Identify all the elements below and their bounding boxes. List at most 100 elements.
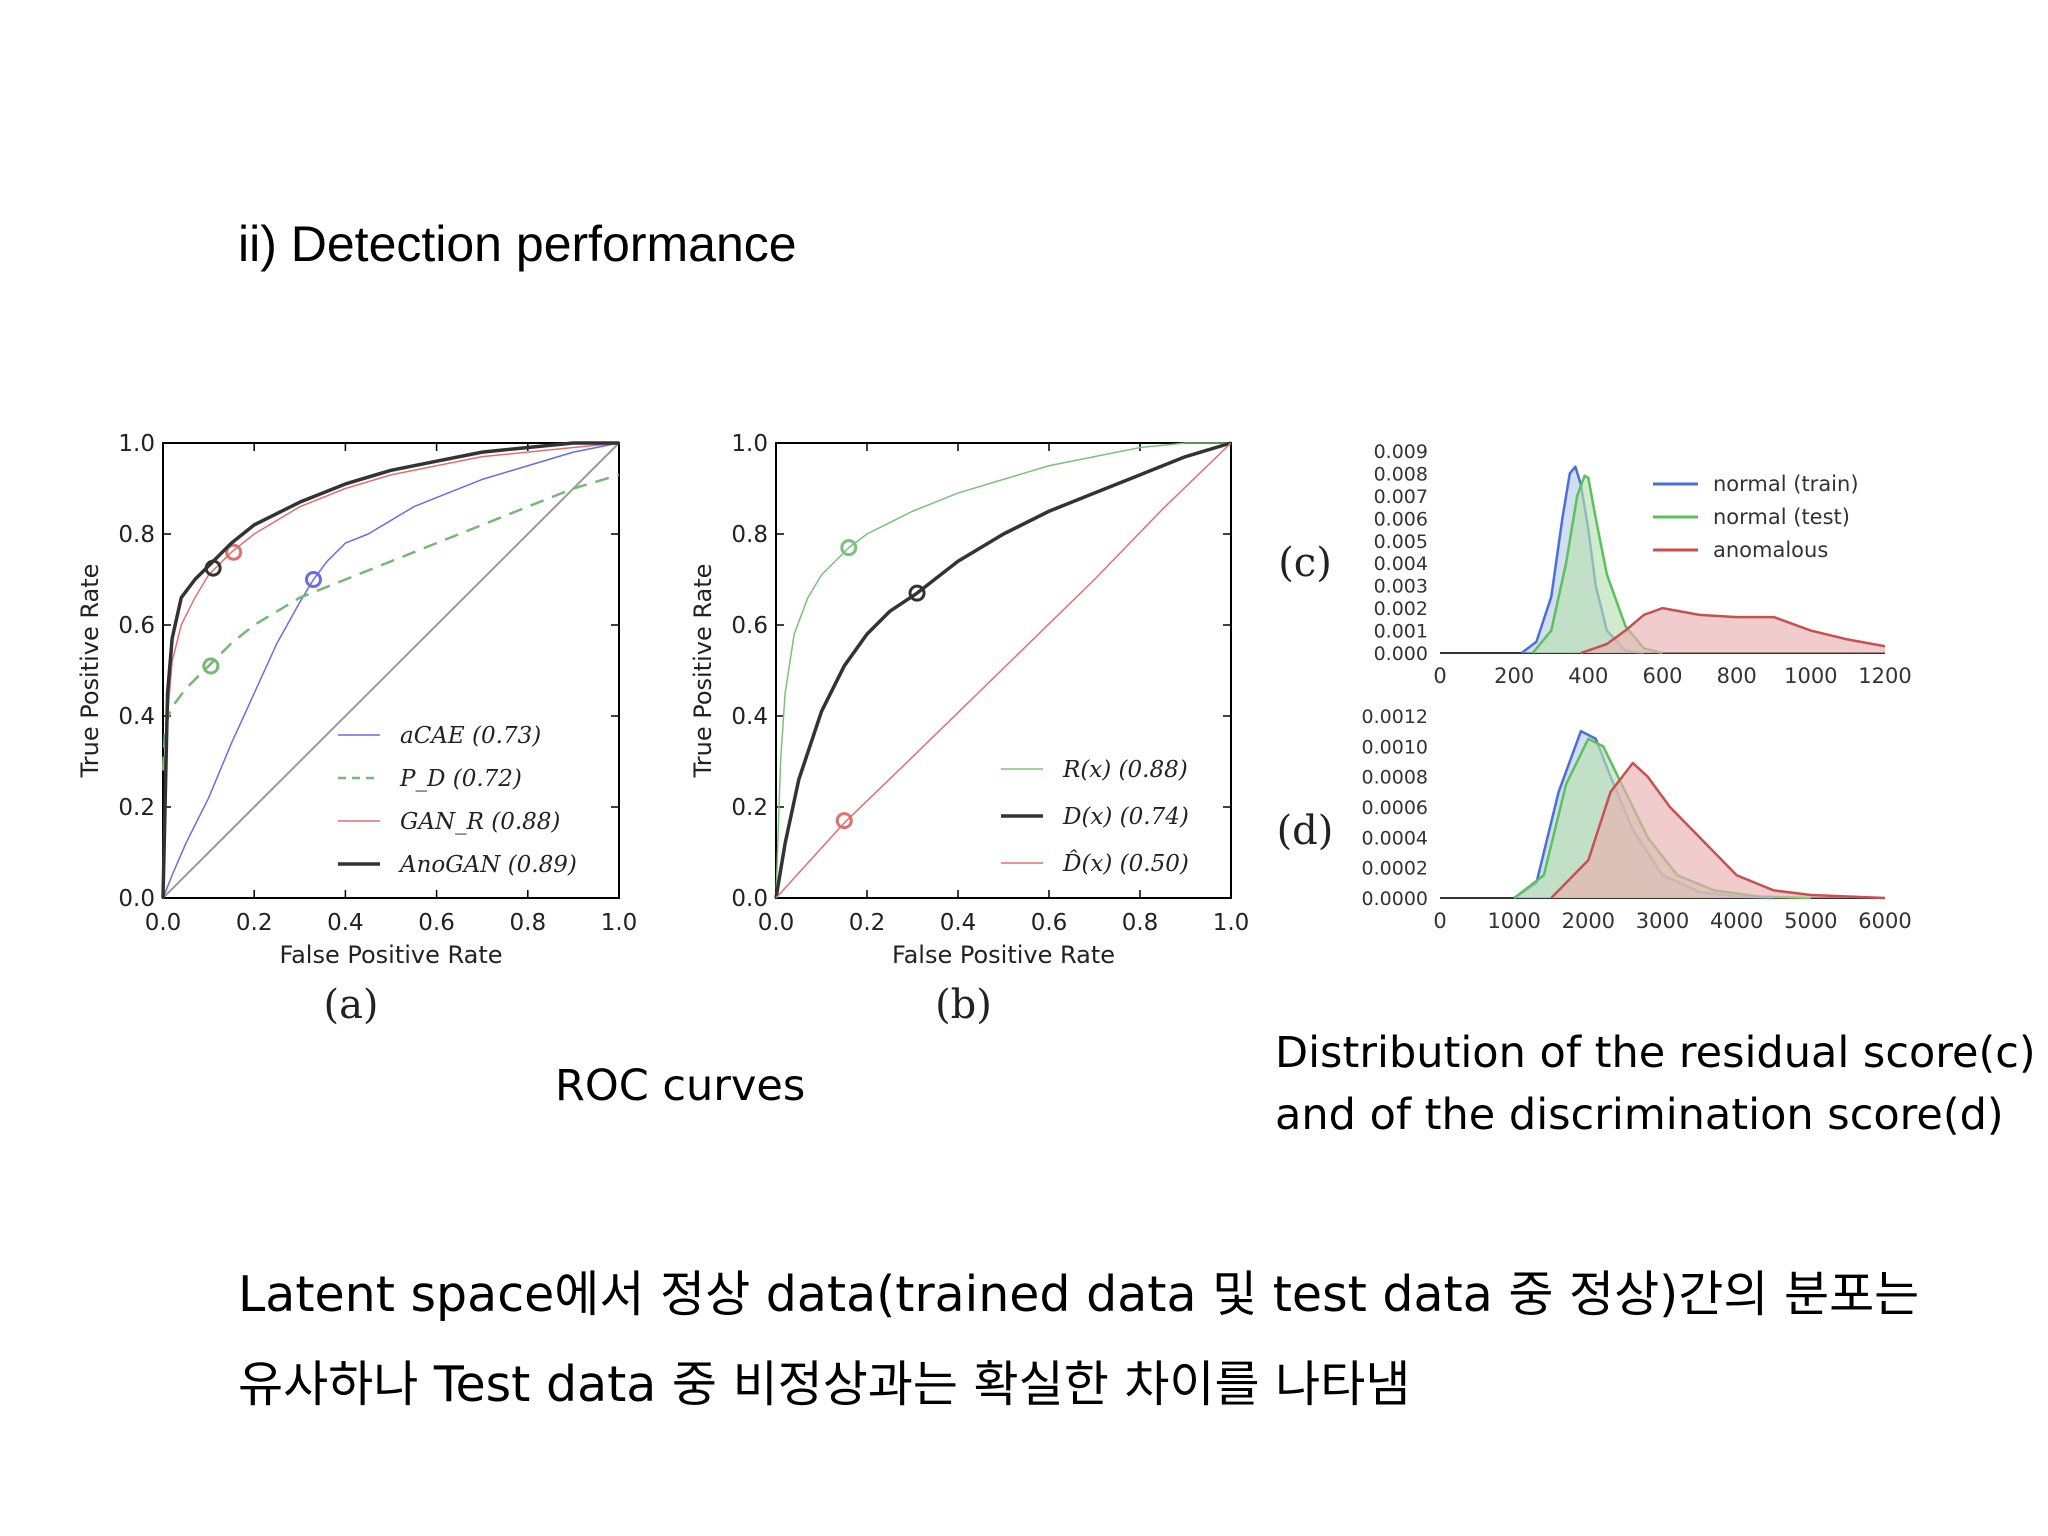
x-tick-label: 5000 — [1784, 909, 1837, 933]
y-tick-label: 0.2 — [731, 795, 768, 821]
y-tick-label: 0.8 — [118, 522, 155, 548]
y-tick-label: 0.4 — [731, 704, 768, 730]
body-line-2: 유사하나 Test data 중 비정상과는 확실한 차이를 나타냄 — [238, 1356, 1411, 1413]
series-line-1 — [774, 441, 1232, 899]
y-tick-label: 0.002 — [1374, 598, 1428, 620]
distribution-panel-c: 0 200 400 600 800 1000 12000.0000.0010.0020.00… — [1278, 441, 1912, 688]
series-line-0 — [775, 442, 1231, 899]
y-axis-label: True Positive Rate — [689, 564, 717, 779]
series-line-1 — [161, 473, 620, 771]
y-tick-label: 0.2 — [118, 795, 155, 821]
y-tick-label: 0.003 — [1374, 576, 1428, 598]
operating-point-marker-0 — [304, 571, 322, 588]
y-tick-label: 0.008 — [1374, 463, 1428, 485]
x-tick-label: 6000 — [1858, 909, 1911, 933]
x-tick-label: 2000 — [1562, 909, 1615, 933]
x-axis-label: False Positive Rate — [892, 941, 1115, 969]
y-tick-label: 0.0 — [118, 886, 155, 912]
y-tick-label: 0.6 — [731, 613, 768, 639]
y-tick-label: 0.0000 — [1362, 888, 1428, 910]
y-tick-label: 0.005 — [1374, 531, 1428, 553]
legend-label-3: AnoGAN (0.89) — [398, 852, 577, 878]
y-tick-label: 0.0 — [731, 886, 768, 912]
distribution-panel-d: 0 1000 2000 3000 4000 5000 6000 0.0000 0.0002 0.0… — [1277, 706, 1912, 933]
operating-point-marker-3 — [204, 559, 222, 577]
x-tick-label: 1200 — [1858, 664, 1911, 688]
series-line-2 — [775, 442, 1232, 899]
body-line-1: Latent space에서 정상 data(trained data 및 te… — [238, 1266, 1920, 1323]
x-tick-label: 400 — [1568, 664, 1608, 688]
legend-label-2: D̂(x) (0.50) — [1062, 851, 1189, 877]
x-tick-label: 1000 — [1487, 909, 1540, 933]
density-line-2 — [1550, 761, 1886, 900]
x-tick-label: 3000 — [1636, 909, 1689, 933]
density-area-2 — [1580, 608, 1885, 653]
y-tick-label: 1.0 — [118, 431, 155, 457]
x-tick-label: 0.2 — [236, 910, 273, 936]
panel-label: (c) — [1278, 540, 1332, 586]
legend-label-1: P_D (0.72) — [399, 766, 522, 792]
legend-label-2: GAN_R (0.88) — [400, 809, 560, 835]
y-tick-label: 0.000 — [1374, 643, 1428, 665]
legend-label-1: D(x) (0.74) — [1062, 804, 1189, 830]
x-tick-label: 0 — [1433, 909, 1446, 933]
y-tick-label: 0.0012 — [1362, 706, 1428, 728]
y-tick-label: 0.0008 — [1362, 767, 1428, 789]
x-tick-label: 1000 — [1784, 664, 1837, 688]
panel-label: (d) — [1277, 808, 1334, 854]
y-axis-label: True Positive Rate — [76, 564, 104, 779]
legend-label-2: anomalous — [1713, 538, 1828, 562]
operating-point-marker-0 — [840, 539, 858, 557]
x-tick-label: 600 — [1642, 664, 1682, 688]
x-tick-label: 1.0 — [601, 910, 638, 936]
x-tick-label: 0.6 — [418, 910, 455, 936]
series-line-2 — [162, 442, 620, 899]
panel-label: (b) — [935, 982, 992, 1028]
x-tick-label: 1.0 — [1213, 910, 1250, 936]
x-tick-label: 0 — [1433, 664, 1446, 688]
density-area-2 — [1551, 763, 1885, 898]
y-tick-label: 0.4 — [118, 704, 155, 730]
operating-point-marker-2 — [225, 543, 243, 561]
y-tick-label: 0.0006 — [1362, 797, 1428, 819]
y-tick-label: 0.004 — [1374, 553, 1428, 575]
distribution-caption-line1: Distribution of the residual score(c) — [1275, 1028, 2036, 1078]
x-tick-label: 4000 — [1710, 909, 1763, 933]
roc-panel-b: 0.0 0.2 0.4 0.6 0.8 1.0 0.0 0.2 0.4 0.6 0.8 1.0 Fals… — [689, 431, 1249, 1028]
y-tick-label: 0.0010 — [1362, 736, 1428, 758]
y-tick-label: 0.009 — [1374, 441, 1428, 463]
distribution-caption-line2: and of the discrimination score(d) — [1275, 1090, 2004, 1140]
x-tick-label: 200 — [1494, 664, 1534, 688]
y-tick-label: 0.8 — [731, 522, 768, 548]
chance-diagonal — [162, 442, 620, 899]
operating-point-marker-1 — [202, 657, 220, 675]
legend-label-1: normal (test) — [1713, 505, 1850, 529]
roc-panel-a: 0.0 0.2 0.4 0.6 0.8 1.0 0.0 0.2 0.4 0.6 0.8 1.0 Fals… — [76, 431, 637, 1028]
y-tick-label: 0.0002 — [1362, 858, 1428, 880]
series-line-3 — [161, 441, 619, 899]
x-tick-label: 0.8 — [1122, 910, 1159, 936]
x-axis-label: False Positive Rate — [279, 941, 502, 969]
panel-label: (a) — [323, 982, 378, 1028]
x-tick-label: 0.4 — [327, 910, 364, 936]
operating-point-marker-2 — [835, 812, 853, 830]
series-line-0 — [162, 442, 620, 899]
x-tick-label: 0.0 — [145, 910, 182, 936]
density-line-2 — [1580, 606, 1886, 655]
y-tick-label: 0.6 — [118, 613, 155, 639]
legend-label-0: R(x) (0.88) — [1062, 757, 1188, 783]
x-tick-label: 800 — [1717, 664, 1757, 688]
density-area-1 — [1532, 475, 1663, 653]
x-tick-label: 0.2 — [849, 910, 886, 936]
y-tick-label: 0.001 — [1374, 621, 1428, 643]
x-tick-label: 0.8 — [510, 910, 547, 936]
x-tick-label: 0.4 — [940, 910, 977, 936]
y-tick-label: 1.0 — [731, 431, 768, 457]
y-tick-label: 0.0004 — [1362, 827, 1428, 849]
slide-heading: ii) Detection performance — [238, 216, 797, 272]
legend-label-0: aCAE (0.73) — [400, 723, 541, 749]
legend-label-0: normal (train) — [1713, 472, 1859, 496]
x-tick-label: 0.0 — [758, 910, 795, 936]
